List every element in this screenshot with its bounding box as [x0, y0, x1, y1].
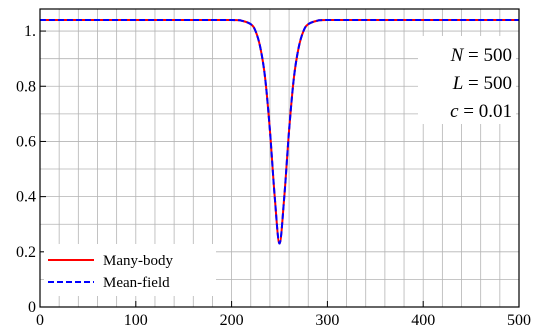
plot-frame: [39, 8, 520, 308]
y-tick-label: 1.: [24, 23, 36, 40]
x-tick-label: 200: [220, 312, 244, 328]
x-tick-label: 300: [315, 312, 339, 328]
x-tick-label: 400: [411, 312, 435, 328]
annotation-n: N = 500: [450, 45, 512, 66]
annotation-background: [418, 36, 516, 124]
legend-label: Mean-field: [103, 275, 170, 291]
y-tick-label: 0.6: [16, 133, 36, 150]
y-tick-label: 0: [28, 299, 36, 316]
axis-ticks: 0 100 200 300 400 500 0 0.2 0.4 0.6 0.8 1.: [16, 23, 531, 328]
y-tick-label: 0.4: [16, 189, 36, 206]
y-tick-label: 0.2: [16, 244, 36, 261]
series-line-mean-field: [39, 19, 519, 245]
series-layer: [39, 19, 519, 245]
legend-background: [44, 244, 216, 296]
annotation-l: L = 500: [452, 73, 512, 94]
legend-label: Many-body: [103, 253, 173, 269]
x-tick-label: 100: [124, 312, 148, 328]
grid: [39, 9, 520, 308]
x-tick-label: 500: [507, 312, 531, 328]
legend: Many-body Mean-field: [44, 244, 216, 296]
annotation-box: N = 500 L = 500 c = 0.01: [418, 36, 516, 124]
y-tick-label: 0.8: [16, 78, 36, 95]
x-tick-label: 0: [36, 312, 44, 328]
annotation-c: c = 0.01: [450, 101, 512, 122]
